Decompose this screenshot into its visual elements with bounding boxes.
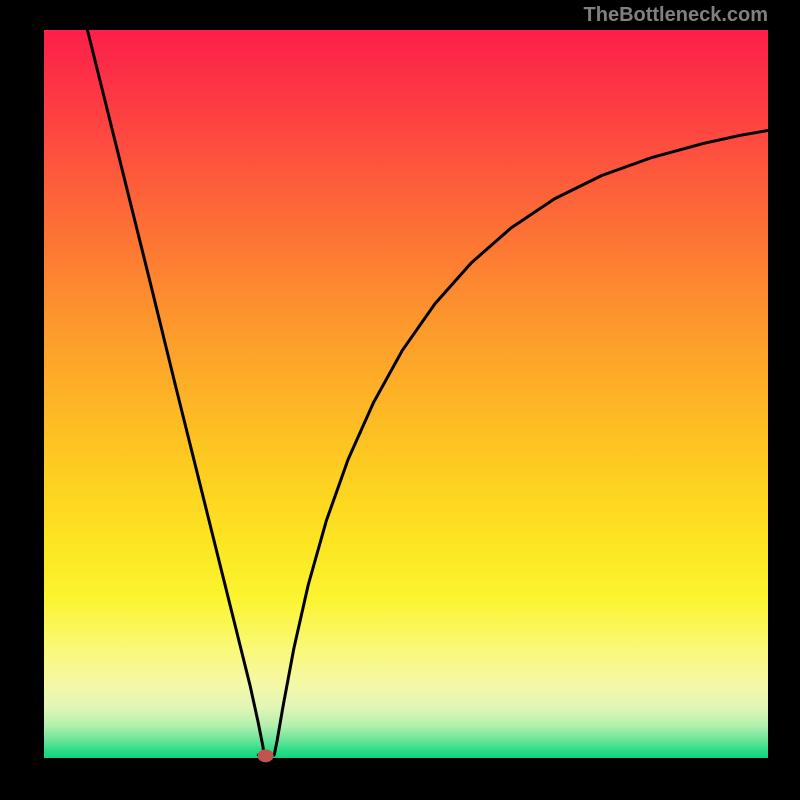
watermark-text: TheBottleneck.com [584, 4, 768, 27]
optimal-point-marker [258, 749, 274, 762]
chart-stage: TheBottleneck.com [0, 0, 800, 800]
bottleneck-curve-chart [0, 0, 800, 800]
plot-area [44, 30, 768, 758]
